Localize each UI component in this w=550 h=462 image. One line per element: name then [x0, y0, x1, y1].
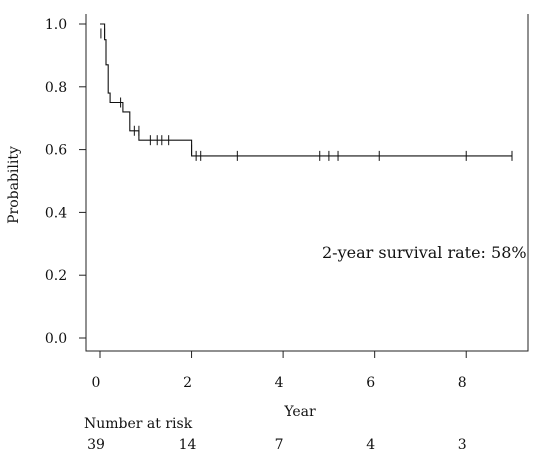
- censor-marks-layer: [100, 28, 513, 161]
- y-tick-label: 0.2: [45, 268, 67, 284]
- risk-value: 3: [458, 437, 467, 453]
- y-tick-label: 1.0: [45, 17, 67, 33]
- x-tick-label: 4: [275, 375, 284, 391]
- risk-value: 7: [275, 437, 284, 453]
- x-tick-label: 8: [458, 375, 467, 391]
- y-tick-label: 0.6: [45, 143, 67, 159]
- axes: 0.0 0.2 0.4 0.6 0.8 1.0 0 2 4 6 8: [45, 14, 529, 391]
- x-tick-label: 0: [92, 375, 101, 391]
- y-tick-label: 0.8: [45, 80, 67, 96]
- x-tick-label: 2: [183, 375, 192, 391]
- risk-value: 14: [179, 437, 197, 453]
- y-tick-label: 0.4: [45, 205, 67, 221]
- risk-table-title: Number at risk: [84, 416, 193, 432]
- y-axis-title: Probability: [6, 146, 22, 224]
- plot-frame: [85, 14, 529, 352]
- y-tick-label: 0.0: [45, 331, 67, 347]
- risk-value: 4: [366, 437, 375, 453]
- risk-table-values: 39 14 7 4 3: [87, 437, 467, 453]
- risk-value: 39: [87, 437, 105, 453]
- x-tick-label: 6: [366, 375, 375, 391]
- x-axis-title: Year: [283, 404, 316, 420]
- survival-curve-layer: [100, 23, 512, 157]
- survival-curve: [100, 23, 512, 157]
- survival-rate-annotation: 2-year survival rate: 58%: [322, 243, 527, 262]
